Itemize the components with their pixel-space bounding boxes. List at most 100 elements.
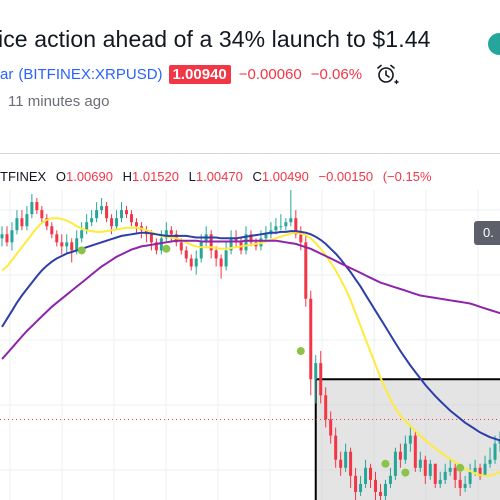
candle-body: [214, 250, 218, 259]
candle-body: [45, 218, 49, 227]
candle-body: [129, 214, 133, 223]
open-label: O: [55, 169, 66, 184]
candle-body: [403, 443, 407, 460]
candle-body: [319, 363, 323, 396]
ohlc-change-percent: (−0.15%: [382, 169, 432, 184]
signal-marker: [296, 347, 305, 356]
candle-body: [169, 230, 173, 235]
candle-body: [274, 226, 278, 231]
signal-marker: [381, 459, 390, 468]
article-headline[interactable]: ice action ahead of a 34% launch to $1.4…: [0, 26, 431, 52]
candle-body: [10, 230, 14, 243]
candle-body: [408, 435, 412, 444]
candle-body: [184, 250, 188, 259]
low-value: 1.00470: [195, 169, 243, 184]
candle-body: [224, 250, 228, 267]
ohlc-legend: TFINEX O1.00690 H1.01520 L1.00470 C1.004…: [0, 169, 432, 184]
close-value: 1.00490: [261, 169, 309, 184]
candle-body: [478, 467, 482, 476]
candle-body: [95, 210, 99, 219]
candle-body: [304, 242, 308, 299]
price-change-percent: −0.06%: [310, 65, 363, 83]
candle-body: [324, 395, 328, 420]
circle-badge-icon[interactable]: [488, 33, 500, 55]
candle-body: [423, 459, 427, 476]
exchange-label: TFINEX: [0, 169, 47, 184]
signal-marker: [162, 244, 171, 253]
candle-body: [468, 471, 472, 484]
ticker-symbol-link[interactable]: (BITFINEX:XRPUSD): [18, 65, 163, 83]
ohlc-change: −0.00150: [318, 169, 374, 184]
candle-body: [483, 463, 487, 476]
published-time: 11 minutes ago: [8, 93, 110, 110]
candle-body: [473, 467, 477, 472]
candle-body: [149, 234, 153, 243]
candle-body: [154, 242, 158, 251]
candle-body: [354, 475, 358, 492]
candle-body: [493, 443, 497, 460]
price-chart[interactable]: [0, 155, 500, 500]
candle-body: [364, 467, 368, 484]
moving-average-line-2: [1, 230, 500, 442]
candle-body: [85, 222, 89, 231]
candle-body: [383, 483, 387, 496]
candle-body: [443, 471, 447, 480]
candle-body: [344, 451, 348, 468]
candle-body: [159, 238, 163, 251]
candle-body: [5, 234, 9, 243]
candle-body: [393, 451, 397, 476]
candle-body: [438, 479, 442, 484]
candle-body: [20, 218, 24, 227]
candle-body: [115, 218, 119, 227]
candle-body: [339, 459, 343, 468]
candle-body: [463, 483, 467, 488]
candle-body: [134, 222, 138, 227]
candle-body: [264, 234, 268, 239]
candle-body: [105, 206, 109, 219]
candle-body: [234, 238, 238, 243]
candle-body: [428, 463, 432, 476]
candle-body: [378, 491, 382, 496]
candle-body: [453, 467, 457, 480]
candle-body: [75, 238, 79, 251]
candle-body: [418, 459, 422, 468]
candle-body: [35, 202, 39, 211]
candle-body: [458, 479, 462, 488]
candle-body: [15, 218, 19, 231]
candle-body: [398, 451, 402, 460]
candle-body: [70, 242, 74, 251]
candle-body: [25, 214, 29, 227]
ticker-name-link[interactable]: ar: [0, 65, 14, 83]
candle-body: [164, 230, 168, 239]
low-label: L: [188, 169, 196, 184]
candle-body: [120, 210, 124, 219]
candle-body: [90, 218, 94, 223]
range-box: [315, 379, 500, 500]
price-change: −0.00060: [238, 65, 302, 83]
candle-body: [388, 475, 392, 484]
moving-average-line-3: [1, 239, 500, 360]
candle-body: [110, 218, 114, 227]
candle-body: [359, 483, 363, 492]
alarm-clock-icon[interactable]: [374, 63, 400, 85]
moving-average-line-1: [1, 217, 500, 477]
high-label: H: [122, 169, 132, 184]
candle-body: [189, 258, 193, 267]
open-value: 1.00690: [65, 169, 113, 184]
candle-body: [55, 234, 59, 243]
candle-body: [299, 234, 303, 243]
candle-body: [433, 463, 437, 484]
candle-body: [349, 451, 353, 476]
candle-body: [413, 435, 417, 468]
candle-body: [249, 234, 253, 243]
current-price-badge: 1.00940: [168, 64, 231, 84]
candle-body: [199, 242, 203, 259]
price-scale-badge: 0.: [474, 221, 500, 245]
ticker-row: ar (BITFINEX:XRPUSD) 1.00940 −0.00060 −0…: [0, 63, 400, 85]
candle-body: [448, 467, 452, 472]
candle-body: [30, 202, 34, 215]
candle-body: [0, 234, 4, 239]
candle-body: [334, 435, 338, 460]
candle-body: [314, 363, 318, 380]
separator: [0, 153, 500, 154]
